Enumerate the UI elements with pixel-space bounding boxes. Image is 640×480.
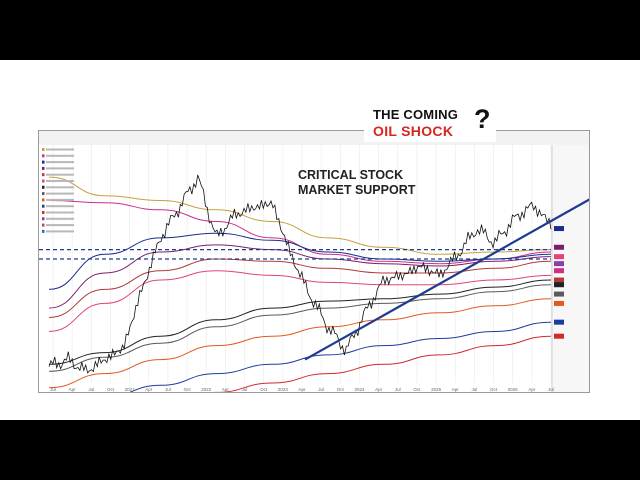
moving-average-line-7 — [48, 279, 552, 365]
moving-average-line-2 — [48, 200, 552, 265]
legend-swatch-4 — [42, 166, 45, 170]
price-tag-9 — [554, 300, 564, 306]
legend-swatch-11 — [42, 211, 45, 214]
question-mark: ? — [474, 104, 491, 134]
x-tick-label: Apr — [69, 387, 77, 392]
legend-swatch-14 — [42, 229, 45, 233]
chart-annotation: CRITICAL STOCK MARKET SUPPORT — [298, 168, 415, 198]
x-tick-label: 2025 — [431, 387, 442, 392]
x-tick-label: Oct — [413, 387, 421, 392]
moving-average-line-9 — [48, 298, 552, 389]
x-tick-label: 2021 — [125, 387, 136, 392]
moving-average-line-8 — [48, 284, 552, 372]
x-tick-label: 2022 — [201, 387, 212, 392]
legend-swatch-2 — [42, 154, 45, 158]
legend-swatch-3 — [42, 160, 45, 164]
price-tag-6 — [554, 277, 564, 283]
x-tick-label: 2023 — [278, 387, 289, 392]
x-tick-label: Jul — [472, 387, 478, 392]
legend-swatch-7 — [42, 185, 45, 189]
x-tick-label: Oct — [260, 387, 268, 392]
legend-text-5 — [46, 173, 74, 176]
legend-text-3 — [46, 161, 74, 164]
price-tag-1 — [554, 226, 564, 232]
x-tick-label: Jul — [548, 387, 554, 392]
moving-average-line-1 — [48, 176, 552, 255]
x-tick-label: Oct — [184, 387, 192, 392]
price-tag-2 — [554, 244, 564, 250]
price-tag-11 — [554, 333, 564, 339]
x-tick-label: Apr — [145, 387, 153, 392]
x-tick-label: Apr — [528, 387, 536, 392]
legend-text-2 — [46, 154, 74, 157]
x-tick-label: Oct — [107, 387, 115, 392]
legend-text-13 — [46, 224, 74, 227]
legend-text-4 — [46, 167, 74, 170]
annotation-line-1: CRITICAL STOCK — [298, 168, 404, 182]
chart-svg: Jul Apr Jul Oct 2021 Apr Jul Oct 2022 Apr Jul Oct 20… — [39, 131, 589, 392]
x-tick-label: Oct — [490, 387, 498, 392]
x-tick-label: Jul — [318, 387, 324, 392]
x-tick-label: Apr — [452, 387, 460, 392]
legend-text-12 — [46, 217, 74, 220]
price-series — [48, 174, 552, 374]
x-tick-label: Jul — [88, 387, 94, 392]
moving-average-line-3 — [48, 232, 552, 290]
price-tag-4 — [554, 261, 564, 267]
x-tick-label: Oct — [337, 387, 345, 392]
legend-swatch-9 — [42, 198, 45, 202]
chart-top-strip — [39, 131, 589, 145]
headline-line-1: THE COMING — [373, 107, 459, 122]
legend-text-10 — [46, 205, 74, 208]
price-tag-8 — [554, 291, 564, 297]
moving-average-line-6 — [48, 270, 552, 332]
legend-text-7 — [46, 186, 74, 189]
price-tag-5 — [554, 268, 564, 274]
headline-line-2: OIL SHOCK — [373, 123, 454, 139]
legend-text-14 — [46, 230, 74, 233]
legend-swatch-10 — [42, 204, 45, 208]
legend-swatch-1 — [42, 148, 45, 151]
legend-swatch-6 — [42, 179, 45, 183]
stock-chart: Jul Apr Jul Oct 2021 Apr Jul Oct 2022 Apr Jul Oct 20… — [38, 130, 590, 393]
x-tick-label: Jul — [242, 387, 248, 392]
legend-text-8 — [46, 192, 74, 195]
trend-line — [304, 198, 589, 361]
legend-swatch-5 — [42, 173, 45, 177]
moving-average-line-4 — [48, 244, 552, 309]
x-tick-label: 2024 — [354, 387, 365, 392]
legend-swatch-12 — [42, 217, 45, 221]
x-tick-label: 2026 — [508, 387, 519, 392]
legend-text-1 — [46, 148, 74, 151]
moving-average-line-10 — [129, 321, 552, 392]
x-tick-label: Jul — [395, 387, 401, 392]
x-tick-label: Jul — [50, 387, 56, 392]
legend-swatch-13 — [42, 223, 45, 227]
moving-average-line-11 — [214, 335, 552, 392]
legend-text-9 — [46, 198, 74, 201]
annotation-line-2: MARKET SUPPORT — [298, 183, 416, 197]
x-tick-label: Apr — [375, 387, 383, 392]
price-tag-3 — [554, 254, 564, 260]
x-tick-label: Jul — [165, 387, 171, 392]
price-tag-7 — [554, 282, 564, 288]
headline-box: THE COMING OIL SHOCK ? — [364, 102, 496, 142]
legend-text-6 — [46, 180, 74, 182]
legend-text-11 — [46, 211, 74, 214]
price-tag-10 — [554, 319, 564, 325]
x-tick-label: Apr — [222, 387, 230, 392]
legend-swatch-8 — [42, 192, 45, 196]
x-tick-label: Apr — [298, 387, 306, 392]
